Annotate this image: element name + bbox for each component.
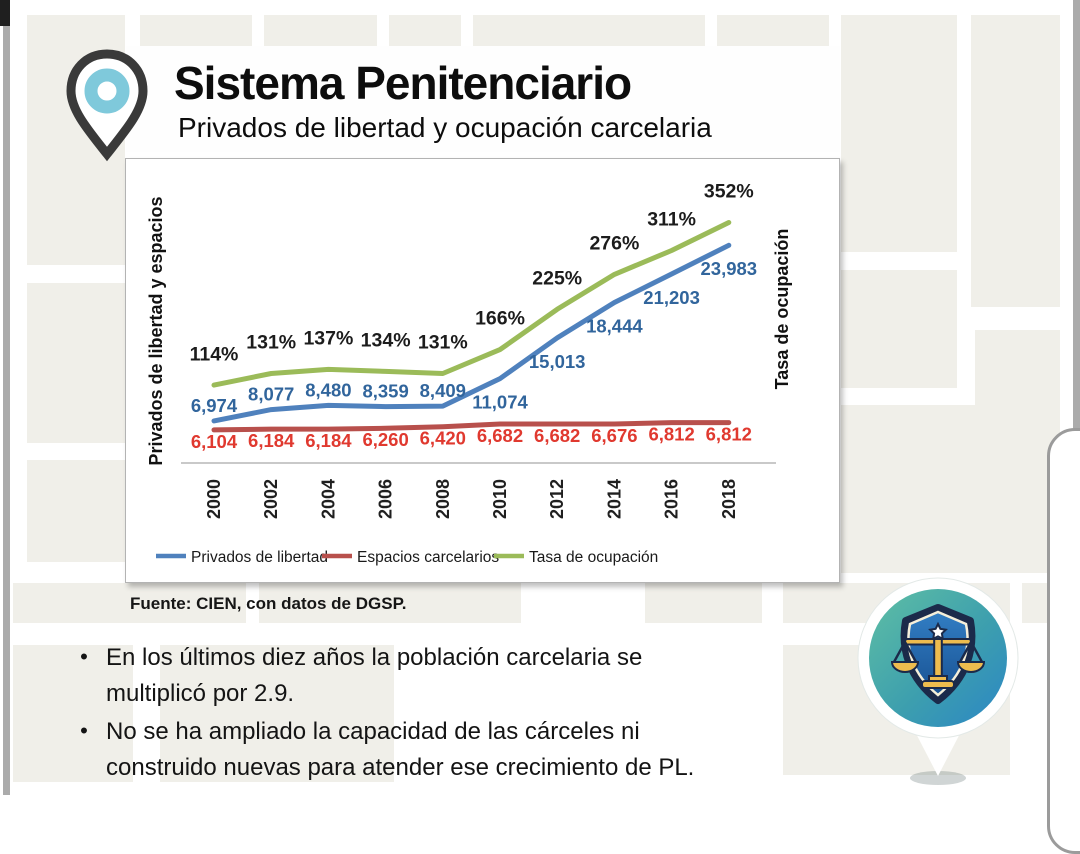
x-tick-label: 2008 bbox=[433, 479, 453, 519]
data-label: 276% bbox=[589, 233, 639, 255]
data-label: 6,104 bbox=[191, 431, 238, 452]
data-label: 6,974 bbox=[191, 395, 238, 416]
map-block bbox=[27, 460, 125, 562]
data-label: 6,682 bbox=[477, 425, 523, 446]
left-axis-title: Privados de libertad y espacios bbox=[146, 196, 166, 465]
data-label: 6,184 bbox=[248, 430, 295, 451]
bullet-text: No se ha ampliado la capacidad de las cá… bbox=[106, 718, 695, 781]
series-line bbox=[211, 220, 732, 388]
chart-svg: Privados de libertad y espacios Tasa de o… bbox=[146, 181, 792, 566]
map-block bbox=[975, 330, 1060, 405]
x-tick-label: 2010 bbox=[490, 479, 510, 519]
data-label: 225% bbox=[532, 267, 582, 289]
series-privados-de-libertad: 6,974 8,077 8,480 8,359 8,409 11,07415,01318,… bbox=[191, 242, 758, 424]
data-label: 6,184 bbox=[305, 430, 352, 451]
bullet-text: En los últimos diez años la población ca… bbox=[106, 644, 643, 707]
bullet-list: • En los últimos diez años la población … bbox=[62, 640, 752, 788]
data-label: 18,444 bbox=[586, 315, 643, 336]
legend-label: Espacios carcelarios bbox=[357, 549, 499, 566]
page-title: Sistema Penitenciario bbox=[174, 57, 632, 109]
data-label: 23,983 bbox=[701, 258, 758, 279]
data-label: 6,812 bbox=[648, 424, 694, 445]
data-label: 8,480 bbox=[305, 379, 351, 400]
side-panel-edge bbox=[1047, 428, 1080, 854]
data-label: 6,676 bbox=[591, 425, 637, 446]
map-block bbox=[13, 645, 133, 782]
bullet-item: • En los últimos diez años la población … bbox=[62, 640, 752, 712]
map-block bbox=[841, 15, 957, 252]
data-label: 8,077 bbox=[248, 383, 294, 404]
series-espacios-carcelarios: 6,104 6,184 6,184 6,260 6,420 6,682 6,682 6,676… bbox=[191, 420, 752, 452]
data-label: 11,074 bbox=[472, 392, 528, 413]
data-label: 6,260 bbox=[362, 429, 408, 450]
legend-label: Tasa de ocupación bbox=[529, 549, 658, 566]
data-label: 6,812 bbox=[706, 424, 752, 445]
series-line bbox=[211, 242, 732, 424]
chart-container: Privados de libertad y espacios Tasa de o… bbox=[125, 158, 840, 583]
right-gray-stripe bbox=[1073, 0, 1080, 795]
map-block bbox=[13, 583, 246, 623]
data-label: 166% bbox=[475, 308, 525, 330]
legend-label: Privados de libertad bbox=[191, 549, 328, 566]
map-block bbox=[841, 270, 957, 388]
x-tick-label: 2004 bbox=[318, 479, 338, 519]
justice-scales-badge bbox=[857, 577, 1019, 785]
page-subtitle: Privados de libertad y ocupación carcela… bbox=[178, 112, 712, 143]
top-left-corner-mark bbox=[0, 0, 10, 26]
bullet-dot: • bbox=[80, 718, 88, 743]
right-axis-title: Tasa de ocupación bbox=[772, 229, 792, 390]
location-pin-icon bbox=[66, 49, 148, 162]
data-label: 15,013 bbox=[529, 351, 586, 372]
data-label: 137% bbox=[303, 328, 353, 350]
map-block bbox=[27, 283, 125, 443]
data-label: 6,420 bbox=[420, 428, 466, 449]
legend: Privados de libertad Espacios carcelarios… bbox=[156, 549, 658, 566]
bullet-dot: • bbox=[80, 644, 88, 669]
data-label: 131% bbox=[418, 332, 468, 354]
map-block bbox=[160, 645, 394, 782]
data-label: 311% bbox=[647, 209, 696, 231]
x-tick-label: 2002 bbox=[261, 479, 281, 519]
x-tick-label: 2014 bbox=[604, 479, 624, 519]
data-label: 6,682 bbox=[534, 425, 580, 446]
map-block bbox=[971, 15, 1060, 307]
x-tick-label: 2012 bbox=[547, 479, 567, 519]
data-label: 8,359 bbox=[362, 381, 408, 402]
x-tick-label: 2000 bbox=[204, 479, 224, 519]
map-block bbox=[259, 583, 521, 623]
series-line bbox=[211, 420, 732, 433]
data-label: 8,409 bbox=[420, 380, 466, 401]
source-note: Fuente: CIEN, con datos de DGSP. bbox=[130, 594, 407, 613]
bullet-item: • No se ha ampliado la capacidad de las … bbox=[62, 714, 752, 786]
data-label: 352% bbox=[704, 181, 754, 203]
x-tick-label: 2006 bbox=[376, 479, 396, 519]
data-label: 21,203 bbox=[643, 287, 700, 308]
map-block bbox=[645, 583, 762, 623]
data-label: 131% bbox=[246, 332, 296, 354]
x-tick-label: 2018 bbox=[719, 479, 739, 519]
title-background bbox=[126, 46, 840, 152]
data-label: 114% bbox=[190, 343, 239, 365]
left-gray-stripe bbox=[3, 0, 10, 795]
x-tick-label: 2016 bbox=[662, 479, 682, 519]
series-tasa-de-ocupación: 114% 131% 137% 134% 131% 166% 225% 276% 311% 352% bbox=[190, 181, 754, 388]
data-label: 134% bbox=[361, 330, 411, 352]
map-block bbox=[841, 405, 1060, 573]
